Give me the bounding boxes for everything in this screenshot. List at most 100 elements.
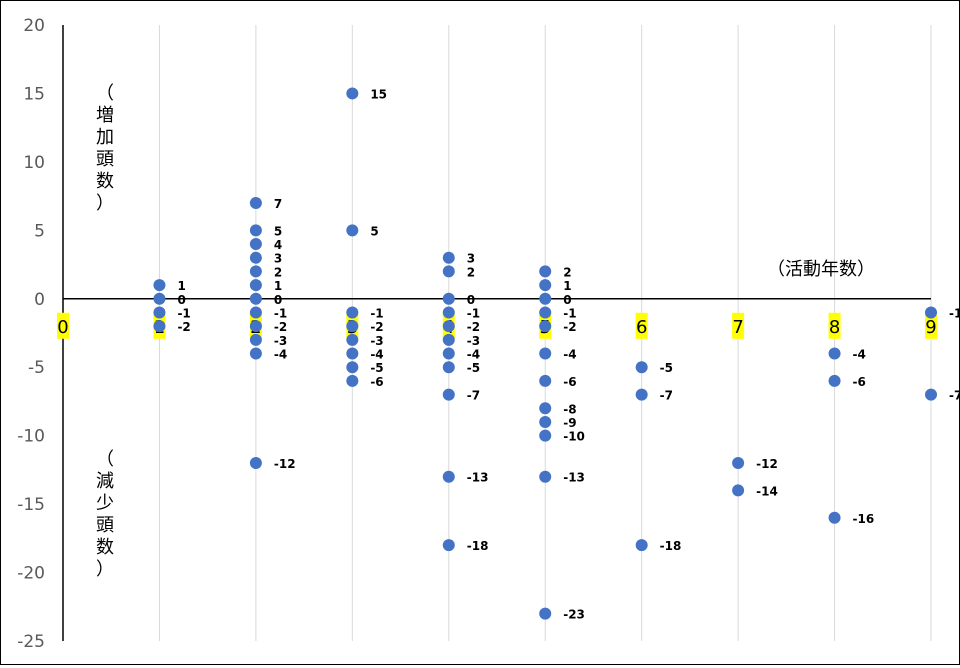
y-axis-label-char: ） (96, 193, 114, 214)
data-label: 2 (467, 265, 475, 279)
data-label: 3 (274, 252, 282, 266)
data-point (346, 374, 359, 387)
data-point (539, 320, 552, 333)
x-tick-label: 7 (732, 317, 743, 338)
data-label: -3 (467, 334, 480, 348)
y-tick-label: -10 (17, 427, 45, 447)
data-label: 7 (274, 197, 282, 211)
y-tick-label: -5 (28, 358, 45, 378)
y-axis-label-char: 加 (96, 127, 114, 148)
data-point (442, 292, 455, 305)
data-point (442, 251, 455, 264)
data-label: -5 (660, 361, 673, 375)
data-label: -2 (274, 320, 287, 334)
y-axis-label-char: 数 (96, 171, 114, 192)
data-label: -5 (370, 361, 383, 375)
data-point (635, 388, 648, 401)
y-axis-label-char: （ (96, 449, 114, 470)
data-point (539, 429, 552, 442)
data-label: -12 (756, 457, 778, 471)
data-label: -1 (370, 306, 383, 320)
axes (62, 25, 931, 641)
data-label: 15 (370, 87, 387, 101)
data-point (249, 238, 262, 251)
data-label: -6 (853, 375, 866, 389)
data-point (925, 388, 937, 401)
data-point (249, 347, 262, 360)
data-point (346, 224, 359, 237)
data-point (249, 196, 262, 209)
data-label: 1 (563, 279, 571, 293)
data-point (539, 292, 552, 305)
data-point (442, 347, 455, 360)
y-axis-label-char: （ (96, 83, 114, 104)
data-label: -16 (853, 512, 875, 526)
data-label: -7 (467, 389, 480, 403)
data-point (442, 320, 455, 333)
data-label: -3 (370, 334, 383, 348)
x-tick-label: 8 (829, 317, 840, 338)
data-point (346, 347, 359, 360)
data-point (249, 320, 262, 333)
y-axis-label-char: 少 (96, 493, 114, 514)
data-point (249, 457, 262, 470)
data-point (249, 306, 262, 319)
data-label: -4 (370, 348, 383, 362)
y-tick-label: -15 (17, 495, 45, 515)
y-tick-label: 20 (23, 16, 45, 36)
data-label: -2 (177, 320, 190, 334)
data-label: 2 (274, 265, 282, 279)
data-point (346, 320, 359, 333)
data-point (442, 361, 455, 374)
data-label: -1 (563, 306, 576, 320)
data-label: -3 (274, 334, 287, 348)
data-points (153, 87, 937, 620)
y-tick-label: 5 (34, 221, 45, 241)
data-label: -13 (563, 471, 585, 485)
data-point (249, 333, 262, 346)
y-axis-label-char: 頭 (96, 515, 114, 536)
data-label: -4 (467, 348, 480, 362)
data-point (442, 306, 455, 319)
data-point (539, 265, 552, 278)
data-point (539, 607, 552, 620)
data-point (442, 539, 455, 552)
data-label: -1 (274, 306, 287, 320)
data-point (153, 292, 166, 305)
data-label: -2 (370, 320, 383, 334)
data-point (249, 251, 262, 264)
data-label: -12 (274, 457, 296, 471)
data-label: -9 (563, 416, 576, 430)
data-point (539, 347, 552, 360)
data-label: 5 (370, 224, 378, 238)
data-point (925, 306, 937, 319)
data-point (539, 279, 552, 292)
y-axis-label-char: 減 (96, 471, 114, 492)
data-label: -13 (467, 471, 489, 485)
data-label: -7 (660, 389, 673, 403)
data-label: -10 (563, 430, 585, 444)
data-label: -4 (274, 348, 287, 362)
data-label: -23 (563, 608, 585, 622)
x-tick-highlight (732, 312, 745, 339)
x-tick-highlight (828, 312, 841, 339)
y-tick-label: -25 (17, 632, 45, 652)
data-label: -2 (563, 320, 576, 334)
data-point (732, 484, 745, 497)
x-tick-label: 0 (57, 317, 68, 338)
data-label: -14 (756, 484, 778, 498)
data-label: -1 (949, 306, 959, 320)
data-point (249, 224, 262, 237)
data-label: 3 (467, 252, 475, 266)
data-point (153, 279, 166, 292)
data-point (442, 265, 455, 278)
data-point (442, 333, 455, 346)
data-label: 0 (563, 293, 571, 307)
data-point (346, 87, 359, 100)
data-label: 2 (563, 265, 571, 279)
data-point (249, 279, 262, 292)
